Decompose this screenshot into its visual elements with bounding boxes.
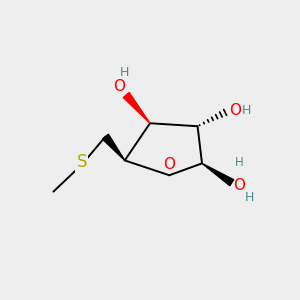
Text: S: S (76, 154, 87, 172)
Polygon shape (102, 134, 125, 160)
Polygon shape (123, 92, 150, 123)
Text: H: H (242, 104, 251, 117)
Text: O: O (229, 103, 241, 118)
Text: O: O (233, 178, 245, 193)
Text: O: O (163, 157, 175, 172)
Text: H: H (245, 191, 254, 204)
Text: H: H (235, 156, 244, 169)
Text: O: O (113, 79, 125, 94)
Text: H: H (120, 66, 129, 79)
Polygon shape (202, 164, 234, 186)
